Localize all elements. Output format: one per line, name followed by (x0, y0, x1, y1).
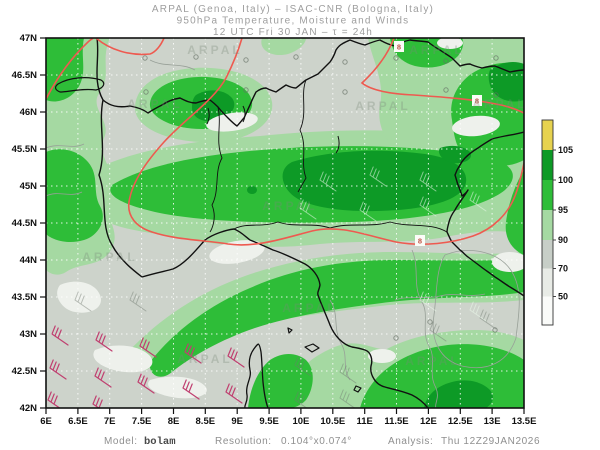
colorbar-tick-label: 95 (558, 205, 568, 215)
watermark: ARPAL (405, 354, 460, 368)
analysis-value: Thu 12Z29JAN2026 (441, 436, 540, 447)
lat-tick-label: 45N (20, 181, 38, 192)
header-line-3: 12 UTC Fri 30 JAN – τ = 24h (213, 27, 373, 38)
model-value: bolam (144, 436, 176, 448)
lon-tick-label: 13E (484, 416, 501, 427)
watermark: ARPAL (82, 250, 137, 264)
contour-label: 8 (418, 237, 422, 246)
colorbar-tick-label: 50 (558, 292, 568, 302)
lon-tick-label: 7.5E (132, 416, 152, 427)
header-line-1: ARPAL (Genoa, Italy) – ISAC-CNR (Bologna… (152, 4, 434, 15)
watermark: ARPAL (177, 352, 232, 366)
temperature-contours (46, 38, 524, 246)
lon-tick-label: 6E (40, 416, 52, 427)
lat-tick-label: 42N (20, 403, 38, 414)
lon-tick-label: 13.5E (512, 416, 537, 427)
lat-tick-label: 47N (20, 33, 38, 44)
lon-tick-label: 12E (420, 416, 437, 427)
province-borders (46, 59, 520, 408)
watermark: ARPAL (262, 199, 317, 213)
lat-tick-label: 42.5N (12, 366, 37, 377)
lat-tick-label: 46N (20, 107, 38, 118)
watermark: ARPAL (127, 97, 182, 111)
watermark: ARPAL (355, 99, 410, 113)
lat-tick-label: 45.5N (12, 144, 37, 155)
colorbar-tick-label: 70 (558, 264, 568, 274)
header-line-2: 950hPa Temperature, Moisture and Winds (177, 16, 410, 27)
contour-label: 8 (475, 97, 479, 106)
watermark: ARPAL (187, 43, 242, 57)
colorbar-segment-100-105 (542, 150, 553, 180)
contour-labels: 8 8 8 (394, 41, 482, 246)
lon-tick-label: 10.5E (320, 416, 345, 427)
lat-tick-label: 44.5N (12, 218, 37, 229)
grid-lines (46, 38, 524, 408)
colorbar-outline (541, 119, 554, 326)
lon-axis: 6E 6.5E 7E 7.5E 8E 8.5E 9E 9.5E 10E 10.5… (40, 408, 536, 427)
colorbar: 105 100 95 90 70 50 (541, 119, 573, 326)
lon-tick-label: 11.5E (384, 416, 408, 427)
humidity-shading-dark (192, 62, 524, 408)
header: ARPAL (Genoa, Italy) – ISAC-CNR (Bologna… (152, 4, 434, 38)
lon-tick-label: 7E (104, 416, 116, 427)
contour-label: 8 (397, 43, 401, 52)
watermark: ARPAL (409, 43, 464, 57)
watermark: ARPAL (282, 301, 337, 315)
model-label: Model: (104, 436, 138, 447)
lat-tick-label: 43N (20, 329, 38, 340)
lon-tick-label: 10E (292, 416, 309, 427)
colorbar-segment-95-100 (542, 180, 553, 210)
lat-tick-label: 43.5N (12, 292, 37, 303)
watermarks: ARPAL ARPAL ARPAL ARPAL ARPAL ARPAL ARPA… (82, 43, 527, 368)
lat-tick-label: 44N (20, 255, 38, 266)
resolution-label: Resolution: (215, 436, 272, 447)
lon-tick-label: 11E (357, 416, 373, 427)
calm-wind-circles (142, 54, 499, 341)
lat-tick-label: 46.5N (12, 70, 37, 81)
coastlines-borders (54, 38, 524, 408)
footer: Model: bolam Resolution: 0.104°x0.074° A… (104, 436, 540, 448)
analysis-label: Analysis: (388, 436, 433, 447)
lon-tick-label: 9.5E (259, 416, 279, 427)
map-canvas: 8 8 8 (46, 38, 527, 408)
lon-tick-label: 12.5E (448, 416, 473, 427)
colorbar-tick-label: 100 (558, 175, 573, 185)
colorbar-segment-50-70 (542, 268, 553, 297)
lon-tick-label: 6.5E (68, 416, 88, 427)
colorbar-tick-label: 90 (558, 235, 568, 245)
colorbar-segment-90-95 (542, 210, 553, 240)
watermark: ARPAL (472, 97, 527, 111)
lon-tick-label: 8.5E (196, 416, 216, 427)
lat-axis: 47N 46.5N 46N 45.5N 45N 44.5N 44N 43.5N … (12, 33, 46, 414)
lon-tick-label: 8E (168, 416, 180, 427)
colorbar-segment-below-50 (542, 296, 553, 325)
lon-tick-label: 9E (231, 416, 243, 427)
resolution-value: 0.104°x0.074° (281, 436, 352, 447)
colorbar-segment-70-90 (542, 240, 553, 269)
colorbar-segment-over-105 (542, 120, 553, 150)
colorbar-tick-label: 105 (558, 145, 573, 155)
